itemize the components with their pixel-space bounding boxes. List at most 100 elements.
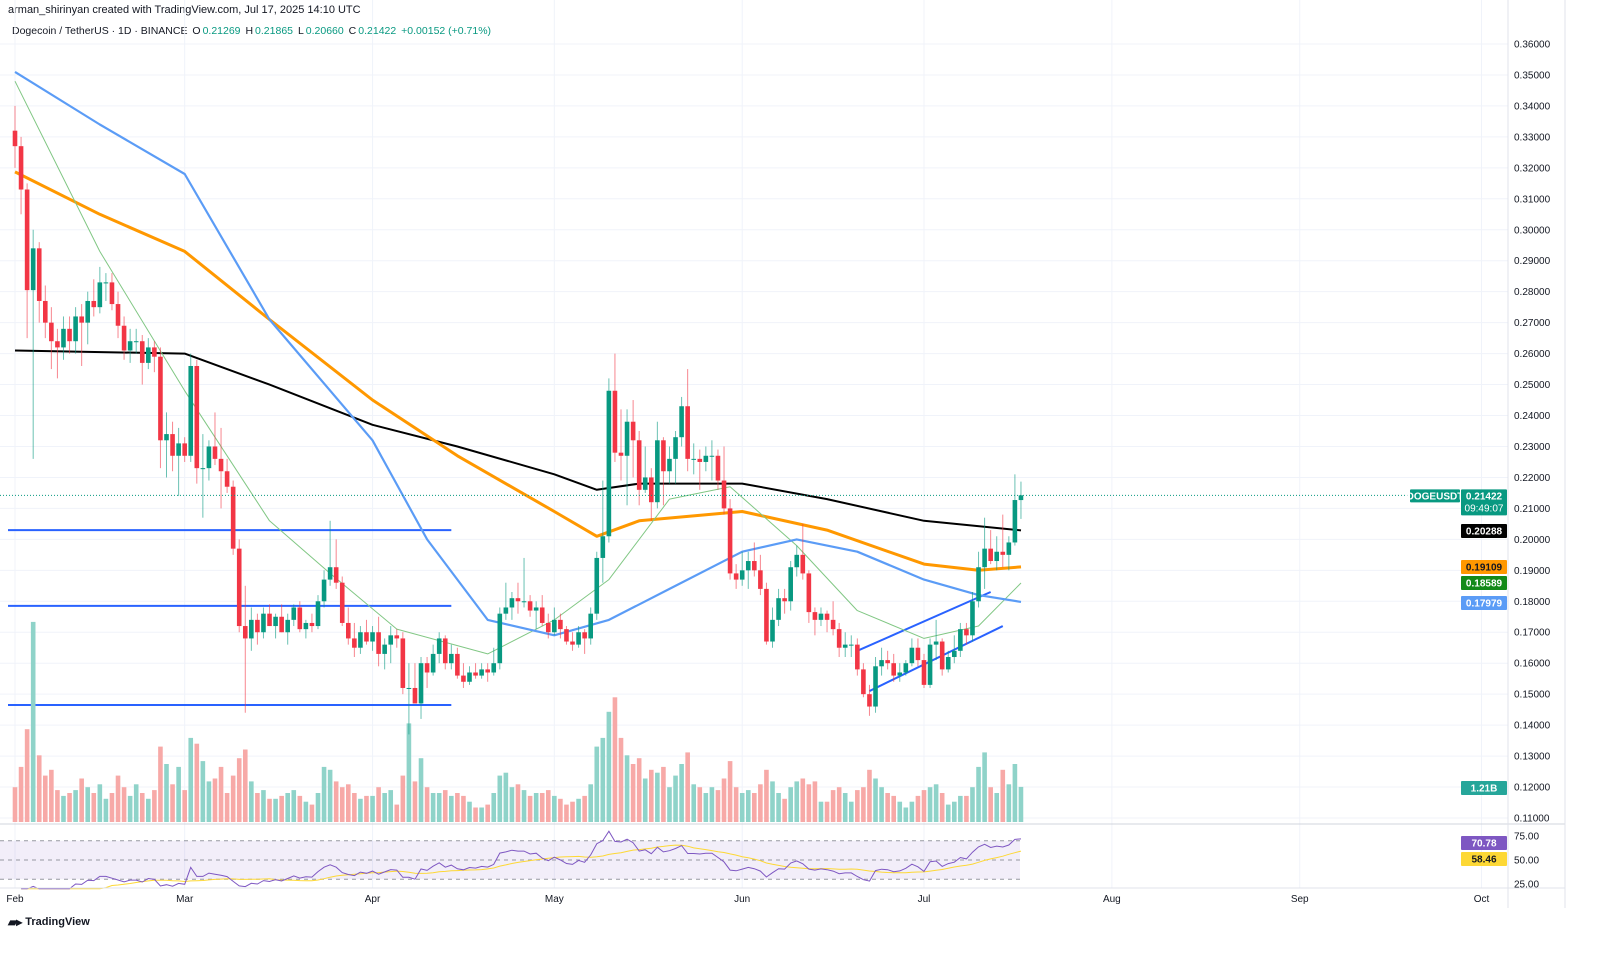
- candle-body: [224, 471, 230, 487]
- tradingview-logo[interactable]: ▰▸ TradingView: [8, 915, 90, 929]
- candle-body: [521, 601, 527, 603]
- volume-bar: [497, 775, 503, 822]
- volume-bar: [867, 769, 872, 822]
- price-tick-label: 0.33000: [1514, 132, 1551, 143]
- candle-body: [158, 356, 163, 441]
- candle-body: [764, 588, 769, 642]
- price-tick-label: 0.31000: [1514, 194, 1551, 205]
- candle-body: [733, 573, 739, 580]
- volume-bar: [115, 775, 121, 822]
- candle-body: [600, 536, 606, 558]
- candle-body: [139, 341, 145, 363]
- volume-bar: [545, 790, 551, 822]
- volume-bar: [376, 787, 381, 822]
- volume-bar: [339, 787, 345, 822]
- time-tick-label: Feb: [6, 894, 24, 905]
- time-tick-label: Oct: [1474, 894, 1490, 905]
- candle-body: [915, 647, 921, 661]
- candle-body: [612, 390, 618, 453]
- volume-bar: [812, 781, 818, 822]
- candle-body: [861, 669, 866, 695]
- volume-bar: [594, 746, 600, 822]
- candle-body: [782, 598, 787, 602]
- candle-body: [473, 672, 478, 676]
- time-tick-label: Mar: [176, 894, 194, 905]
- volume-bar: [679, 764, 684, 822]
- volume-bar: [327, 769, 333, 822]
- candle-body: [855, 644, 860, 670]
- volume-bar: [346, 784, 351, 822]
- volume-bar: [703, 793, 709, 822]
- volume-bar: [224, 793, 230, 822]
- volume-bar: [982, 752, 987, 822]
- volume-bar: [485, 804, 490, 822]
- candle-body: [964, 629, 969, 636]
- candle-body: [236, 548, 242, 627]
- candle-body: [539, 607, 545, 623]
- volume-bar: [727, 761, 733, 822]
- volume-bar: [12, 787, 18, 822]
- candle-body: [133, 341, 139, 343]
- candle-body: [91, 300, 97, 308]
- candle-body: [206, 446, 212, 469]
- rsi-tag-text: 70.78: [1471, 839, 1496, 850]
- candle-body: [485, 669, 490, 673]
- candle-body: [1000, 551, 1006, 555]
- volume-bar: [915, 795, 921, 822]
- candle-body: [727, 508, 733, 574]
- volume-bar: [806, 784, 812, 822]
- volume-bar: [200, 761, 206, 822]
- candle-body: [152, 347, 157, 357]
- ma-price-tag-text: 0.17979: [1466, 599, 1503, 610]
- volume-bar: [691, 784, 697, 822]
- price-tick-label: 0.34000: [1514, 101, 1551, 112]
- candle-body: [879, 660, 884, 667]
- candle-body: [848, 644, 854, 646]
- candle-body: [588, 613, 593, 639]
- candle-body: [352, 638, 357, 648]
- volume-bar: [182, 790, 187, 822]
- volume-bar: [449, 795, 454, 822]
- logo-text: TradingView: [25, 916, 90, 928]
- volume-bar: [194, 743, 200, 822]
- rsi-ma-line: [21, 844, 1022, 890]
- candle-body: [273, 616, 278, 627]
- candle-body: [842, 644, 848, 648]
- ma-price-tag-text: 0.20288: [1466, 527, 1503, 538]
- volume-bar: [36, 755, 42, 822]
- volume-bar: [127, 795, 133, 822]
- candle-body: [606, 390, 612, 537]
- candle-body: [945, 657, 951, 670]
- candle-body: [927, 644, 933, 685]
- candle-body: [73, 316, 78, 342]
- moving-average-line: [14, 80, 1022, 655]
- candle-body: [333, 567, 339, 583]
- volume-bar: [964, 795, 969, 822]
- price-tick-label: 0.15000: [1514, 690, 1551, 701]
- price-tick-label: 0.13000: [1514, 752, 1551, 763]
- volume-bar: [521, 790, 527, 822]
- ma-price-tag-bg: [1461, 524, 1507, 538]
- rsi-line: [21, 830, 1022, 890]
- candle-body: [297, 607, 303, 630]
- volume-bar: [333, 781, 339, 822]
- volume-bar: [218, 766, 224, 822]
- volume-bar: [649, 769, 654, 822]
- candle-body: [939, 641, 945, 670]
- candle-body: [661, 440, 666, 472]
- price-tick-label: 0.28000: [1514, 287, 1551, 298]
- candle-body: [412, 687, 418, 704]
- price-tick-label: 0.22000: [1514, 473, 1551, 484]
- volume-bar: [509, 787, 515, 822]
- candle-body: [24, 189, 30, 291]
- volume-bar: [527, 795, 533, 822]
- volume-bar: [364, 795, 369, 822]
- volume-bar: [406, 723, 412, 822]
- volume-bar: [570, 801, 575, 822]
- volume-bar: [164, 764, 169, 822]
- volume-bar: [418, 758, 424, 822]
- candle-body: [303, 622, 309, 630]
- moving-average-line: [14, 170, 1022, 572]
